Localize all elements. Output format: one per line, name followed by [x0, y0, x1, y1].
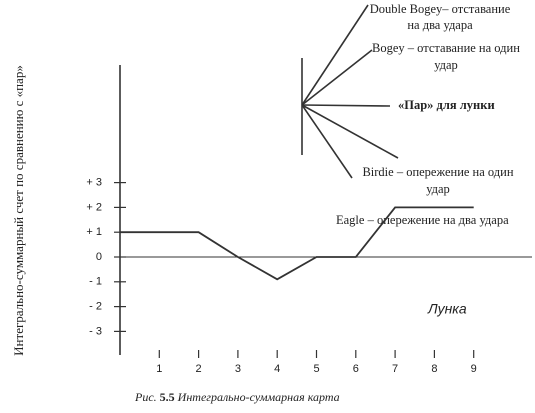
x-tick-label: 8 — [431, 363, 437, 375]
y-tick-label: - 1 — [89, 276, 102, 288]
annotation: удар — [426, 182, 450, 196]
caption-number: 5.5 — [160, 390, 175, 404]
x-tick-label: 9 — [471, 363, 477, 375]
fan-line — [301, 104, 399, 159]
x-tick-label: 3 — [235, 363, 241, 375]
annotation: Bogey – отставание на один — [372, 41, 520, 55]
annotation: «Пар» для лунки — [398, 98, 495, 112]
caption: Рис. 5.5 Интегрально-суммарная карта — [134, 390, 340, 404]
y-tick-label: - 3 — [89, 325, 102, 337]
annotation: Eagle – опережение на два удара — [336, 213, 509, 227]
annotation: удар — [434, 58, 458, 72]
data-line — [120, 206, 474, 281]
y-tick-label: + 3 — [86, 177, 102, 189]
x-tick-label: 7 — [392, 363, 398, 375]
fan-line — [301, 49, 373, 106]
fan-line — [301, 104, 353, 179]
y-axis-label: Интегрально-суммарный счет по сравнению … — [11, 65, 26, 356]
fan-line — [301, 4, 369, 106]
fan-line — [301, 104, 391, 107]
caption-text: Интегрально-суммарная карта — [177, 390, 340, 404]
x-tick-label: 4 — [274, 363, 280, 375]
y-tick-label: + 1 — [86, 226, 102, 238]
annotation: Birdie – опережение на один — [362, 165, 513, 179]
x-tick-label: 5 — [313, 363, 319, 375]
y-tick-label: + 2 — [86, 201, 102, 213]
annotation: Double Bogey– отставание — [370, 2, 511, 16]
y-tick-label: 0 — [96, 251, 102, 263]
x-tick-label: 6 — [353, 363, 359, 375]
annotation: на два удара — [407, 18, 473, 32]
caption-prefix: Рис. — [134, 390, 157, 404]
x-axis-label: Лунка — [427, 301, 467, 317]
y-tick-label: - 2 — [89, 301, 102, 313]
x-tick-label: 2 — [196, 363, 202, 375]
x-tick-label: 1 — [156, 363, 162, 375]
